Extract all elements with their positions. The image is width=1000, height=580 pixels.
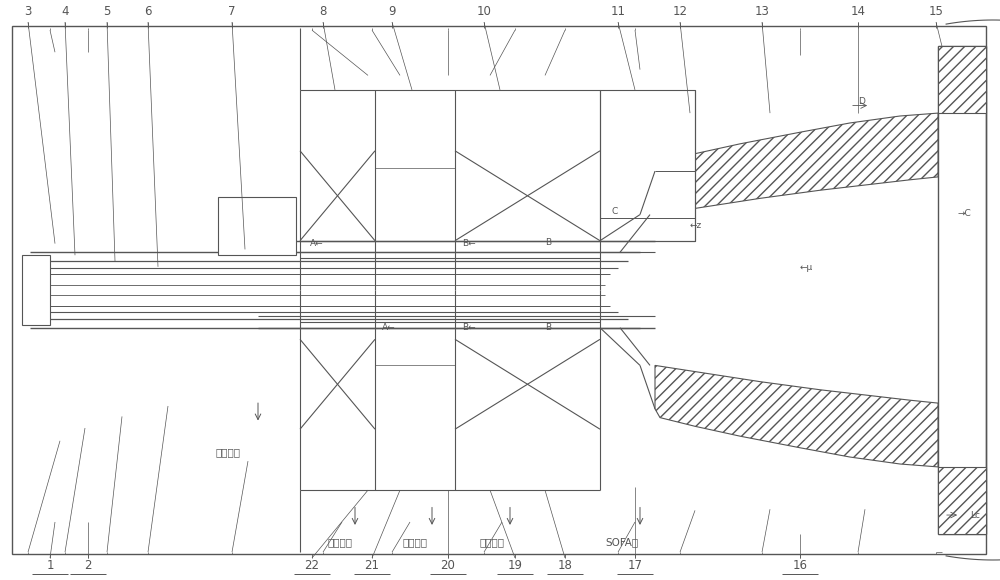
Text: A←: A← <box>382 323 396 332</box>
Polygon shape <box>938 467 986 534</box>
Text: 外二次风: 外二次风 <box>480 537 505 548</box>
Text: 6: 6 <box>144 5 152 18</box>
Polygon shape <box>938 46 986 113</box>
Text: 16: 16 <box>792 559 808 572</box>
Text: 14: 14 <box>850 5 866 18</box>
Text: 外一次风: 外一次风 <box>402 537 428 548</box>
Text: ←z: ←z <box>690 220 702 230</box>
Bar <box>22 255 50 325</box>
Text: 内一次风: 内一次风 <box>216 447 240 458</box>
Text: 8: 8 <box>319 5 327 18</box>
Text: ←μ: ←μ <box>800 263 813 273</box>
Text: 20: 20 <box>441 559 455 572</box>
Text: B: B <box>545 238 551 247</box>
Text: 9: 9 <box>388 5 396 18</box>
Text: D: D <box>859 97 865 106</box>
Text: B←: B← <box>462 323 476 332</box>
Bar <box>218 197 296 255</box>
Text: B←: B← <box>462 239 476 248</box>
Text: A←: A← <box>310 239 324 248</box>
Polygon shape <box>655 113 938 215</box>
Text: C: C <box>612 207 618 216</box>
Text: 18: 18 <box>558 559 572 572</box>
Text: →C: →C <box>958 209 972 218</box>
Text: 1: 1 <box>46 559 54 572</box>
Text: 12: 12 <box>672 5 688 18</box>
Text: 7: 7 <box>228 5 236 18</box>
Text: 3: 3 <box>24 5 32 18</box>
Bar <box>600 90 695 241</box>
Text: 10: 10 <box>477 5 491 18</box>
Text: 4: 4 <box>61 5 69 18</box>
Text: 15: 15 <box>929 5 943 18</box>
Text: 13: 13 <box>755 5 769 18</box>
Text: 5: 5 <box>103 5 111 18</box>
Text: 内二次风: 内二次风 <box>328 537 352 548</box>
Text: 2: 2 <box>84 559 92 572</box>
Text: SOFA风: SOFA风 <box>605 537 639 548</box>
Polygon shape <box>655 365 938 467</box>
Text: 19: 19 <box>508 559 522 572</box>
Text: Lc: Lc <box>970 510 980 520</box>
Text: B: B <box>545 323 551 332</box>
Text: 17: 17 <box>628 559 642 572</box>
Text: 11: 11 <box>610 5 626 18</box>
Text: 22: 22 <box>304 559 320 572</box>
Text: 21: 21 <box>364 559 380 572</box>
